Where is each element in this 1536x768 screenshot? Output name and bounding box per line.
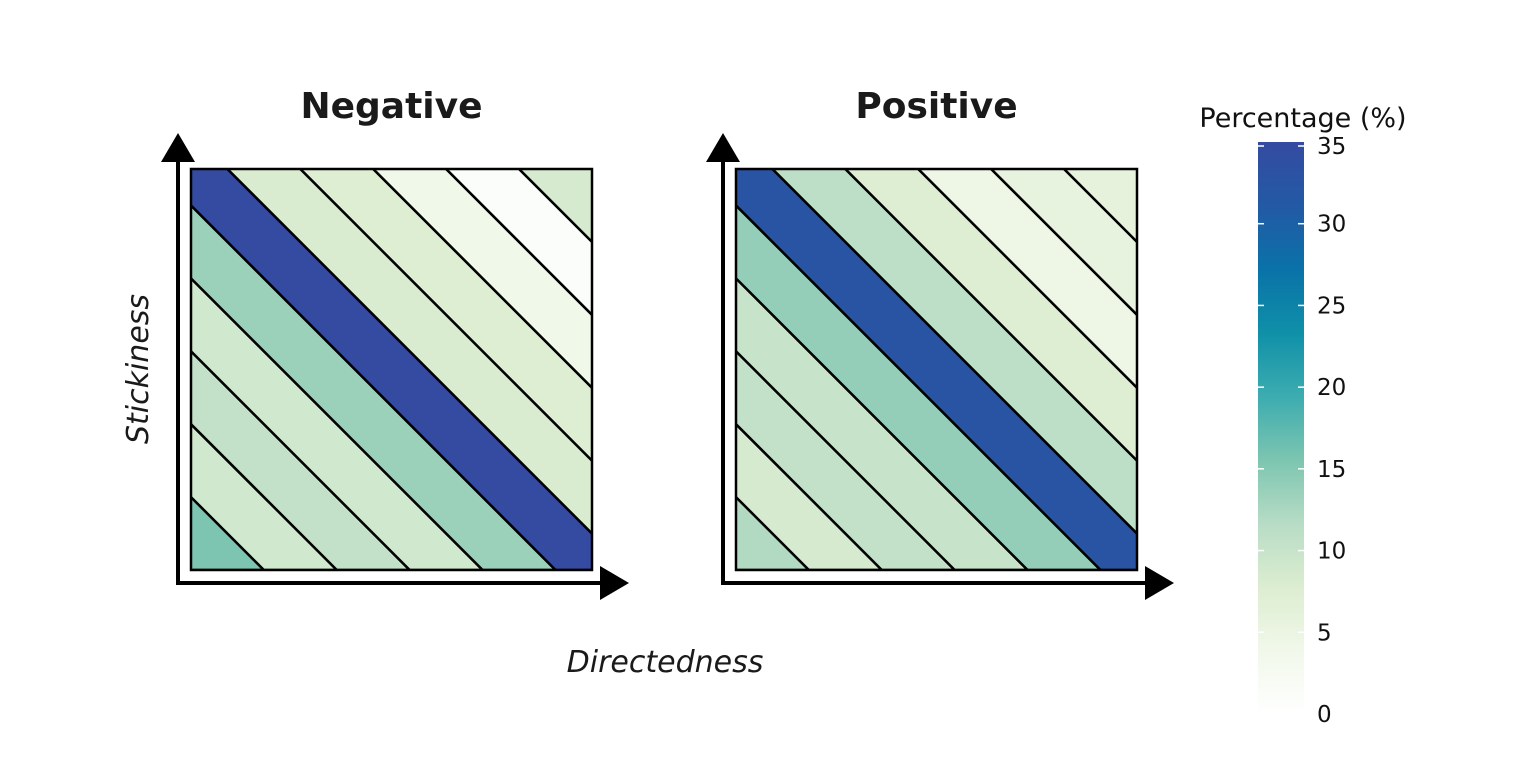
legend-tick-label: 0: [1317, 702, 1332, 728]
legend-tick-label: 5: [1317, 620, 1332, 646]
x-axis-arrowhead: [600, 566, 629, 600]
heat-band: [225, 169, 592, 536]
heat-band: [444, 169, 592, 317]
heat-band: [517, 169, 592, 244]
heat-band: [1062, 169, 1137, 244]
heat-band: [736, 169, 1137, 570]
panel-title: Negative: [300, 86, 482, 127]
legend: Percentage (%) 35 30 25 20 15 10 5 0: [1199, 103, 1406, 728]
panels: Negative Positive: [161, 86, 1174, 600]
heat-band: [298, 169, 592, 463]
legend-tick-label: 20: [1317, 375, 1346, 401]
legend-colorbar: [1258, 142, 1304, 714]
legend-tick-label: 35: [1317, 134, 1346, 160]
panel-positive: Positive: [706, 86, 1174, 600]
heat-band: [371, 169, 592, 390]
y-axis-arrowhead: [706, 133, 740, 162]
x-axis-arrowhead: [1145, 566, 1174, 600]
legend-tick-label: 15: [1317, 457, 1346, 483]
panel-title: Positive: [855, 86, 1017, 127]
heat-band: [916, 169, 1137, 390]
heat-band: [191, 169, 592, 570]
y-axis-arrowhead: [161, 133, 195, 162]
legend-ticks: 35 30 25 20 15 10 5 0: [1258, 134, 1346, 728]
panel-negative: Negative: [161, 86, 629, 600]
legend-tick-label: 25: [1317, 293, 1346, 319]
panel-border: [734, 167, 1139, 572]
heat-band: [770, 169, 1137, 536]
panel-border: [189, 167, 594, 572]
heat-band: [843, 169, 1137, 463]
legend-tick-label: 10: [1317, 539, 1346, 565]
legend-title: Percentage (%): [1199, 103, 1406, 134]
x-axis-title: Directedness: [567, 645, 764, 680]
y-axis-title: Stickiness: [121, 294, 156, 444]
legend-tick-label: 30: [1317, 212, 1346, 238]
